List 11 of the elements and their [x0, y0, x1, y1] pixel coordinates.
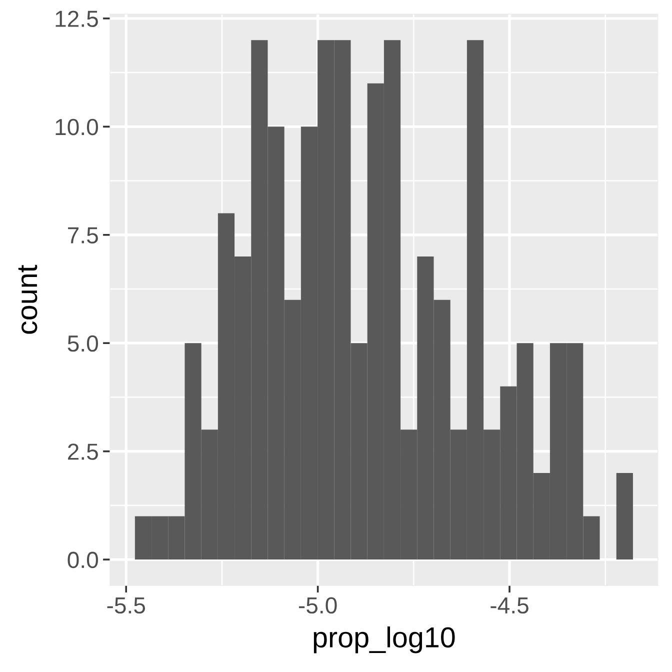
x-axis-title: prop_log10 — [314, 626, 455, 654]
y-tick-label: 5.0 — [68, 335, 98, 352]
y-tick-label: 2.5 — [68, 444, 98, 460]
x-tick-label: -4.5 — [490, 597, 528, 614]
y-axis-title: count — [18, 264, 38, 334]
y-tick-label: 10.0 — [56, 118, 98, 136]
y-tick-label: 12.5 — [56, 10, 98, 28]
x-tick-label: -5.5 — [107, 597, 146, 614]
x-tick-label: -5.0 — [298, 597, 337, 614]
y-tick-label: 7.5 — [68, 227, 98, 244]
y-tick-label: 0.0 — [68, 552, 98, 568]
